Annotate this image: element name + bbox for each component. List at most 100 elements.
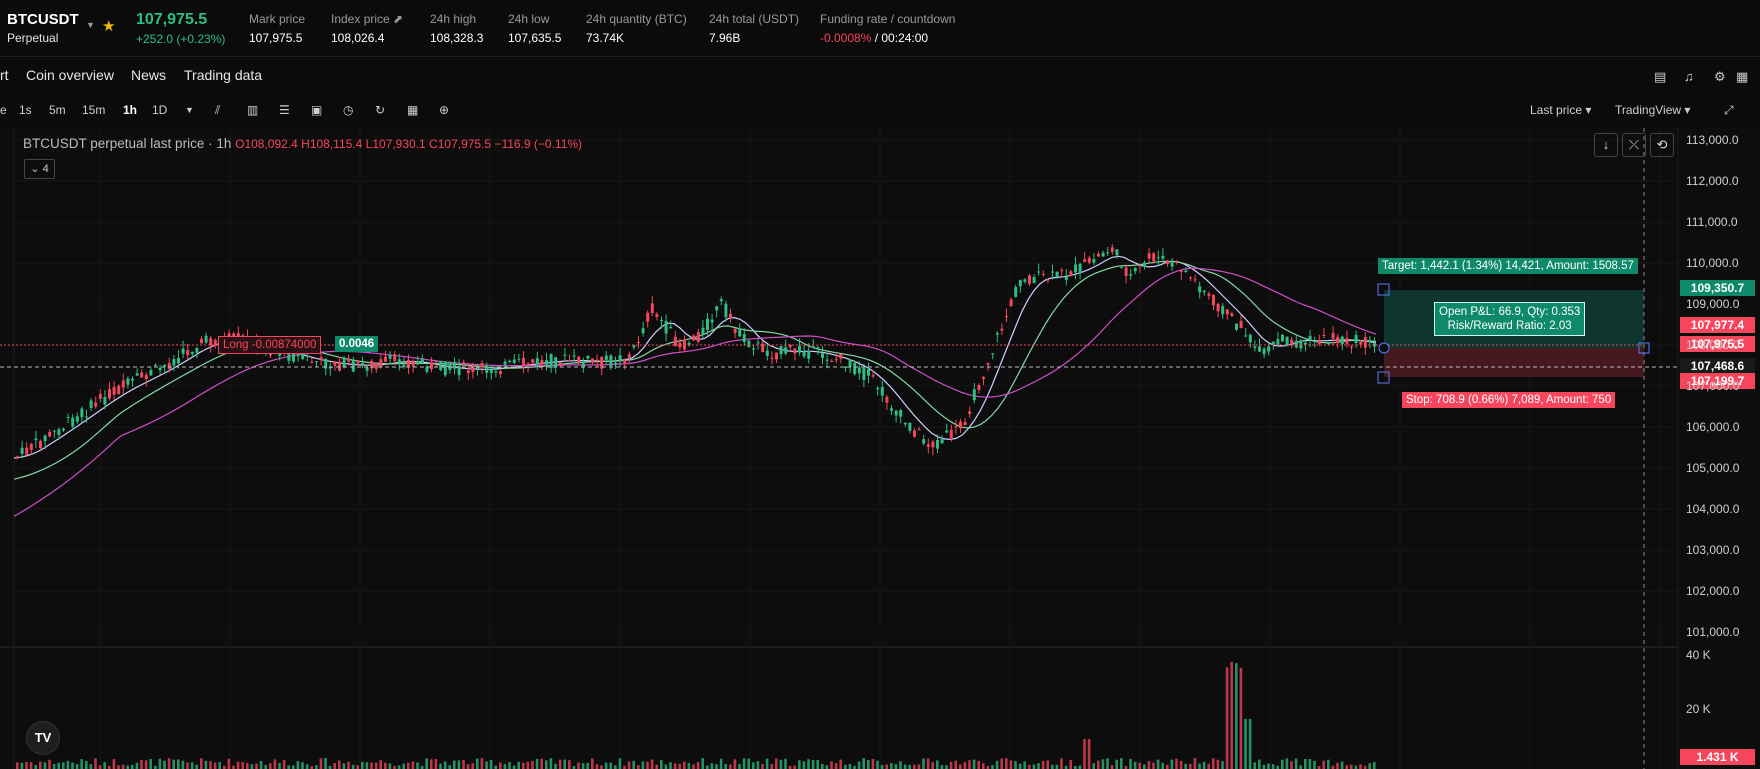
volume-bar: [1051, 764, 1054, 769]
volume-bar: [710, 763, 714, 769]
candle-body: [420, 358, 424, 363]
stat-mark-price[interactable]: Mark price 107,975.5: [249, 12, 306, 45]
volume-bar: [1299, 765, 1302, 769]
scroll-down-icon[interactable]: ↓: [1594, 133, 1618, 157]
volume-bar: [154, 765, 157, 769]
symbol-name[interactable]: BTCUSDT: [7, 11, 79, 28]
settings-icon[interactable]: ⚙: [1714, 69, 1726, 84]
tab-trading-data[interactable]: Trading data: [184, 67, 263, 83]
candle-body: [761, 343, 765, 353]
stop-handle[interactable]: [1377, 371, 1390, 384]
interval-1s[interactable]: 1s: [19, 103, 32, 117]
tradingview-logo[interactable]: TV: [26, 721, 60, 755]
interval-partial[interactable]: e: [0, 103, 7, 117]
volume-bar: [1354, 765, 1358, 769]
tab-chart[interactable]: rt: [0, 67, 9, 83]
interval-1h[interactable]: 1h: [123, 103, 138, 117]
candle-body: [213, 339, 217, 346]
candle-body: [43, 435, 47, 442]
volume-bar: [1258, 759, 1261, 769]
candle-body: [724, 303, 728, 318]
volume-bar: [361, 761, 364, 769]
interval-5m[interactable]: 5m: [49, 103, 66, 117]
price-axis-label: 107,000.0: [1686, 379, 1740, 393]
price-axis-label: 104,000.0: [1686, 502, 1740, 516]
volume-bar: [729, 764, 732, 769]
price-type-select[interactable]: Last price ▾: [1530, 103, 1592, 117]
volume-bar: [600, 765, 603, 769]
camera-icon[interactable]: ▣: [311, 103, 323, 117]
volume-bar: [954, 760, 957, 769]
position-long-label[interactable]: Long -0.00874000: [218, 336, 322, 354]
template-icon[interactable]: ☰: [279, 103, 290, 117]
replay-icon[interactable]: ↻: [375, 103, 386, 117]
stat-funding-rate[interactable]: Funding rate / countdown -0.0008% / 00:2…: [820, 12, 956, 45]
volume-bar: [301, 762, 304, 769]
candle-body: [117, 385, 121, 395]
volume-bar: [236, 761, 240, 769]
right-handle[interactable]: [1638, 342, 1650, 354]
volume-bar: [1179, 760, 1183, 769]
interval-1d[interactable]: 1D: [152, 103, 168, 117]
indicator-icon[interactable]: ⫽: [215, 103, 221, 117]
volume-bar: [315, 765, 318, 769]
candle-body: [922, 439, 926, 444]
candle-body: [66, 417, 70, 419]
volume-bar: [995, 760, 999, 769]
volume-bar: [462, 759, 465, 769]
tab-news[interactable]: News: [131, 67, 167, 83]
price-axis-label: 109,000.0: [1686, 297, 1740, 311]
candle-body: [434, 361, 438, 363]
candle-body: [558, 362, 562, 366]
candle-body: [98, 393, 102, 399]
tab-coin-overview[interactable]: Coin overview: [26, 67, 114, 83]
candle-type-icon[interactable]: ▥: [247, 103, 259, 117]
refresh-icon[interactable]: ⟲: [1650, 133, 1674, 157]
stop-zone[interactable]: [1384, 348, 1644, 377]
fullscreen-icon[interactable]: ⤢: [1724, 103, 1734, 117]
candle-body: [71, 417, 75, 427]
view-select[interactable]: TradingView ▾: [1615, 103, 1691, 117]
alarm-icon[interactable]: ◷: [343, 103, 354, 117]
alert-icon[interactable]: ♫: [1684, 69, 1694, 84]
candle-body: [719, 299, 723, 302]
volume-bar: [342, 763, 346, 769]
candle-body: [393, 354, 397, 361]
volume-bar: [742, 758, 746, 769]
candle-body: [1147, 253, 1151, 259]
stat-index-price[interactable]: Index price ⬈ 108,026.4: [331, 12, 404, 45]
target-handle[interactable]: [1377, 283, 1390, 296]
candle-body: [315, 361, 318, 363]
stat-24h-quantity: 24h quantity (BTC) 73.74K: [586, 12, 687, 45]
volume-bar: [972, 759, 976, 769]
chevron-down-icon[interactable]: ▼: [185, 105, 194, 115]
calendar-icon[interactable]: ▦: [407, 103, 419, 117]
candle-body: [857, 367, 861, 374]
volume-bar: [563, 759, 566, 769]
notes-icon[interactable]: ▤: [1654, 69, 1667, 84]
candle-body: [664, 320, 668, 334]
star-icon[interactable]: ★: [102, 18, 116, 35]
volume-bar: [250, 764, 254, 769]
chevron-down-icon[interactable]: ▼: [86, 20, 95, 30]
volume-bar: [839, 759, 842, 769]
price-chart[interactable]: [0, 128, 1760, 769]
add-icon[interactable]: ⊕: [439, 103, 450, 117]
candle-body: [1350, 346, 1353, 348]
candle-body: [701, 327, 705, 335]
stat-24h-low: 24h low 107,635.5: [508, 12, 562, 45]
interval-15m[interactable]: 15m: [82, 103, 106, 117]
volume-bar: [1368, 763, 1371, 769]
layout-icon[interactable]: ▦: [1736, 69, 1749, 84]
entry-handle[interactable]: [1378, 342, 1390, 354]
volume-bar: [586, 762, 589, 769]
volume-bar: [554, 763, 557, 769]
collapse-icon[interactable]: ⤫: [1622, 133, 1646, 157]
candle-body: [149, 370, 153, 376]
candle-body: [1276, 339, 1280, 346]
volume-bar: [540, 758, 543, 769]
volume-bar: [1294, 758, 1298, 769]
candle-body: [1304, 342, 1307, 345]
indicator-collapse-button[interactable]: ⌄ 4: [24, 159, 55, 179]
candle-body: [1051, 271, 1054, 273]
